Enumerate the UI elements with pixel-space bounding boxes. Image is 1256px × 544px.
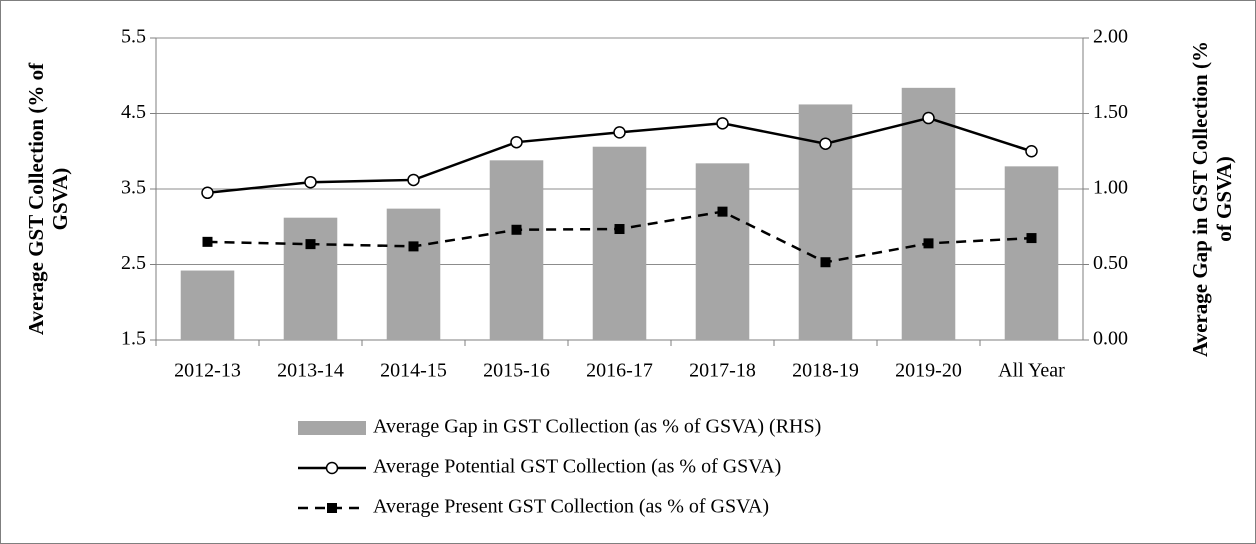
- marker: [202, 236, 213, 247]
- x-tick-label: 2015-16: [483, 360, 550, 382]
- bar: [283, 217, 338, 340]
- legend-label: Average Gap in GST Collection (as % of G…: [373, 416, 821, 438]
- marker: [304, 175, 317, 189]
- marker: [1025, 145, 1038, 158]
- y-tick-label: 2.5: [121, 252, 146, 274]
- x-tick-label: 2014-15: [380, 360, 447, 382]
- y2-axis-title: Average Gap in GST Collection (% of GSVA…: [1188, 41, 1236, 357]
- x-tick-label: 2019-20: [895, 360, 962, 382]
- marker: [717, 206, 728, 217]
- y2-tick-label: 0.50: [1093, 252, 1128, 274]
- y2-tick-label: 0.00: [1093, 328, 1128, 350]
- marker: [510, 135, 523, 149]
- marker: [408, 241, 419, 252]
- y-tick-label: 5.5: [121, 26, 146, 48]
- marker: [613, 126, 626, 139]
- y-axis-title: Average GST Collection (% of GSVA): [24, 62, 72, 336]
- y2-tick-label: 1.50: [1093, 101, 1128, 123]
- legend-label: Average Present GST Collection (as % of …: [373, 496, 769, 518]
- marker: [716, 117, 729, 130]
- legend-marker: [325, 461, 339, 475]
- bar: [592, 146, 647, 340]
- bar: [180, 270, 235, 340]
- bar: [489, 160, 544, 340]
- marker: [305, 239, 316, 250]
- legend-label: Average Potential GST Collection (as % o…: [373, 456, 781, 478]
- marker: [923, 238, 934, 249]
- x-tick-label: 2016-17: [586, 360, 653, 382]
- y-tick-label: 3.5: [121, 177, 146, 199]
- bar: [386, 208, 441, 340]
- marker: [1026, 233, 1037, 244]
- marker: [614, 224, 625, 235]
- legend-swatch: [298, 421, 366, 435]
- marker: [819, 137, 832, 150]
- bar: [901, 87, 956, 340]
- x-tick-label: 2017-18: [689, 360, 756, 382]
- marker: [407, 173, 420, 187]
- y2-tick-label: 2.00: [1093, 26, 1128, 48]
- y-tick-label: 1.5: [121, 328, 146, 350]
- y2-tick-label: 1.00: [1093, 177, 1128, 199]
- bar: [695, 163, 750, 340]
- marker: [201, 186, 214, 200]
- x-tick-label: 2018-19: [792, 360, 859, 382]
- y-tick-label: 4.5: [121, 101, 146, 123]
- x-tick-label: All Year: [998, 360, 1065, 382]
- marker: [922, 111, 935, 125]
- marker: [511, 224, 522, 235]
- legend-marker: [327, 503, 337, 513]
- marker: [820, 257, 831, 268]
- x-tick-label: 2013-14: [277, 360, 344, 382]
- x-tick-label: 2012-13: [174, 360, 241, 382]
- bar: [1004, 166, 1059, 340]
